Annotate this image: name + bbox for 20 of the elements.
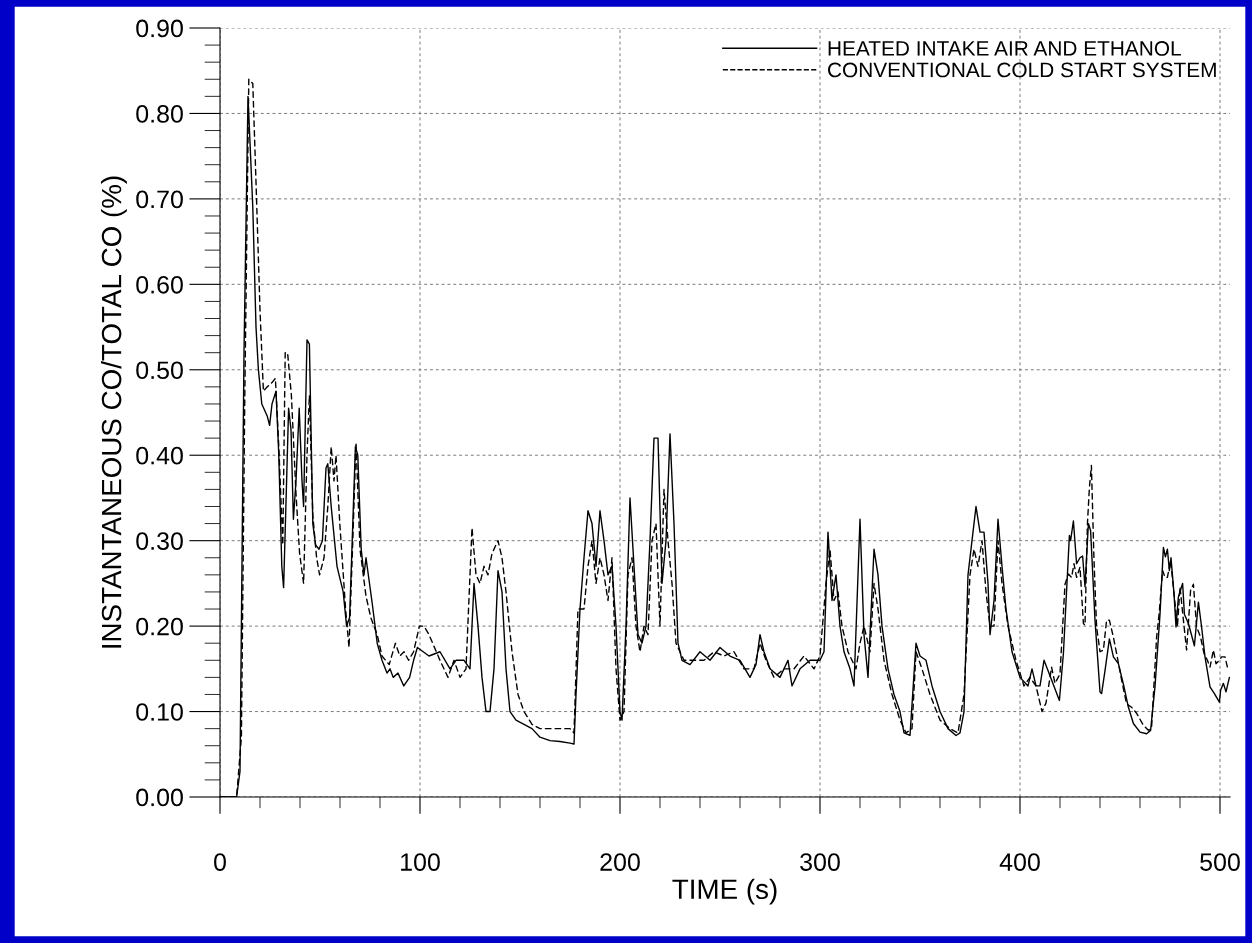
y-tick-label: 0.50	[136, 361, 183, 380]
y-tick-label: 0.80	[136, 105, 183, 123]
legend-label: CONVENTIONAL COLD START SYSTEM	[828, 62, 1216, 78]
y-tick-label: 0.00	[136, 788, 183, 807]
y-tick-label: 0.10	[136, 703, 183, 721]
x-tick-label: 300	[800, 853, 840, 871]
x-tick-label: 100	[401, 853, 440, 871]
y-tick-label: 0.40	[136, 446, 183, 465]
y-axis-title: INSTANTANEOUS CO/TOTAL CO (%)	[101, 176, 127, 648]
y-tick-label: 0.60	[136, 275, 183, 294]
x-tick-label: 500	[1200, 853, 1240, 871]
x-tick-label: 400	[999, 853, 1040, 871]
y-tick-label: 0.70	[136, 190, 183, 209]
x-tick-label: 200	[600, 853, 640, 871]
y-tick-label: 0.30	[136, 532, 183, 550]
x-tick-label: 0	[214, 853, 226, 871]
y-tick-label: 0.90	[136, 19, 183, 38]
y-tick-label: 0.20	[136, 617, 183, 636]
x-axis-title: TIME (s)	[672, 878, 777, 905]
legend-label: HEATED INTAKE AIR AND ETHANOL	[828, 41, 1181, 56]
